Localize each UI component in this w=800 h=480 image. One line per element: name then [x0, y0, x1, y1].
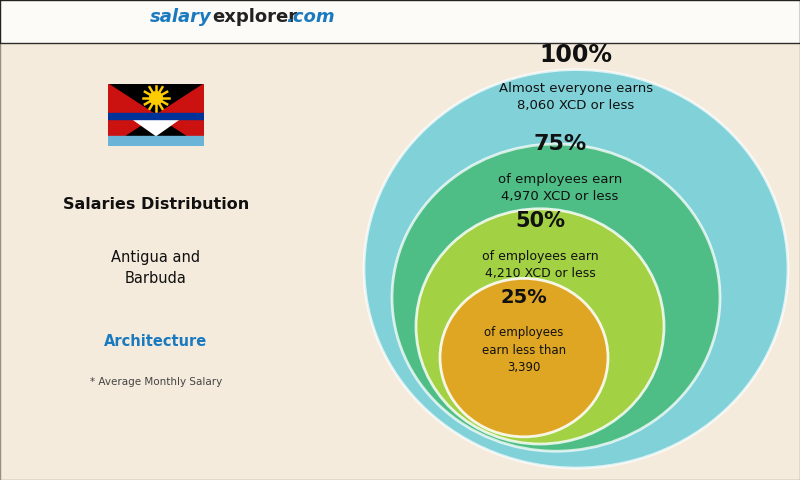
- Text: .com: .com: [286, 8, 335, 26]
- Text: 50%: 50%: [515, 211, 565, 231]
- Text: of employees
earn less than
3,390: of employees earn less than 3,390: [482, 326, 566, 374]
- Text: explorer: explorer: [212, 8, 297, 26]
- Text: 100%: 100%: [539, 43, 613, 67]
- Text: of employees earn
4,210 XCD or less: of employees earn 4,210 XCD or less: [482, 250, 598, 280]
- Ellipse shape: [392, 144, 720, 451]
- Polygon shape: [156, 84, 204, 146]
- Ellipse shape: [416, 209, 664, 444]
- Ellipse shape: [440, 278, 608, 437]
- Text: * Average Monthly Salary: * Average Monthly Salary: [90, 377, 222, 387]
- Text: Almost everyone earns
8,060 XCD or less: Almost everyone earns 8,060 XCD or less: [499, 82, 653, 112]
- Text: salary: salary: [150, 8, 212, 26]
- Bar: [108, 136, 204, 146]
- Ellipse shape: [364, 70, 788, 468]
- Text: of employees earn
4,970 XCD or less: of employees earn 4,970 XCD or less: [498, 173, 622, 204]
- Text: 25%: 25%: [501, 288, 547, 307]
- Bar: [108, 113, 204, 119]
- Text: Salaries Distribution: Salaries Distribution: [63, 197, 249, 212]
- Text: Antigua and
Barbuda: Antigua and Barbuda: [111, 250, 201, 286]
- Polygon shape: [108, 84, 156, 146]
- FancyBboxPatch shape: [0, 0, 800, 43]
- Circle shape: [150, 92, 162, 104]
- Text: 75%: 75%: [534, 134, 586, 155]
- Text: Architecture: Architecture: [104, 334, 208, 348]
- Polygon shape: [127, 115, 185, 135]
